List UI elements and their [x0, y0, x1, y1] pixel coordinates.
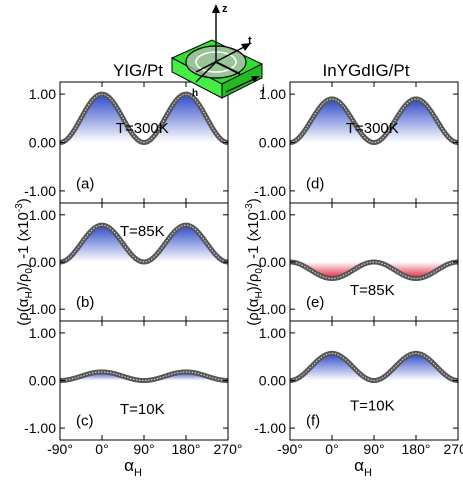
h-axis [195, 61, 217, 83]
panel-f: 1.00 0.00 -1.00 (f) T=10K [254, 320, 460, 441]
temperature-annotation: T=85K [350, 282, 395, 299]
temperature-annotation: T=10K [350, 397, 395, 414]
x-tick-label: 90° [133, 441, 154, 457]
y-tick-label: 0.00 [259, 135, 286, 151]
geometry-inset: z t h j [170, 3, 265, 99]
data-curve-highlight [289, 352, 459, 382]
y-tick-label: 1.00 [259, 325, 286, 341]
x-axis-label-right: αH [354, 456, 372, 479]
t-arrowhead [241, 43, 251, 51]
x-tick-label: 180° [172, 441, 201, 457]
data-fill [290, 262, 458, 279]
x-tick-label: 270° [444, 441, 463, 457]
panel-label: (e) [306, 294, 324, 311]
current-vector [225, 77, 257, 93]
current-arrowhead [251, 76, 260, 82]
y-tick-label: 1.00 [259, 86, 286, 102]
panel-label: (d) [306, 175, 324, 192]
y-tick-label: -1.00 [24, 420, 56, 436]
panel-b: 1.00 0.00 -1.00 (b) T=85K [24, 202, 230, 322]
x-tick-label: 180° [402, 441, 431, 457]
y-axis-label-left: (ρ(αH)/ρ0) -1 (x10-3) [14, 198, 35, 325]
t-axis [195, 45, 247, 73]
inset-label-t: t [248, 35, 252, 47]
temperature-annotation: T=10K [120, 401, 165, 418]
y-tick-label: 1.00 [29, 207, 56, 223]
y-axis-label-right: (ρ(αH)/ρ0) -1 (x10-3) [244, 198, 265, 325]
column-title-left: YIG/Pt [113, 61, 163, 80]
inset-label-z: z [222, 3, 228, 15]
data-fill [290, 98, 458, 143]
panel-label: (f) [306, 413, 320, 430]
data-curve [58, 369, 230, 383]
y-tick-label: 0.00 [29, 373, 56, 389]
y-tick-label: 0.00 [259, 373, 286, 389]
z-arrowhead [212, 4, 220, 13]
panel-e: 1.00 0.00 -1.00 (e) T=85K [254, 202, 460, 322]
panel-label: (a) [76, 175, 94, 192]
temperature-annotation: T=85K [120, 223, 165, 240]
data-curve-highlight [59, 93, 229, 144]
panel-a: 1.00 0.00 -1.00 (a) T=300K [24, 81, 230, 204]
x-tick-label: 0° [95, 441, 108, 457]
y-tick-label: -1.00 [254, 420, 286, 436]
data-fill [60, 94, 228, 143]
x-tick-label: 0° [325, 441, 338, 457]
column-title-right: InYGdIG/Pt [323, 61, 410, 80]
panel-label: (b) [76, 294, 94, 311]
y-tick-label: 1.00 [29, 86, 56, 102]
x-axis-label-left: αH [124, 456, 142, 479]
y-tick-label: -1.00 [24, 301, 56, 317]
temperature-annotation: T=300K [346, 120, 399, 137]
data-fill [60, 225, 228, 262]
y-tick-label: 0.00 [259, 254, 286, 270]
y-tick-label: -1.00 [254, 183, 286, 199]
y-tick-label: 0.00 [29, 254, 56, 270]
y-tick-label: -1.00 [254, 301, 286, 317]
y-tick-label: -1.00 [24, 183, 56, 199]
data-fill [290, 353, 458, 381]
inset-label-h: h [192, 88, 198, 99]
panel-d: 1.00 0.00 -1.00 (d) T=300K [254, 81, 460, 204]
temperature-annotation: T=300K [116, 120, 169, 137]
y-tick-label: 1.00 [259, 207, 286, 223]
panels: 1.00 0.00 -1.00 (a) T=300K 1.00 0.00 -1.00 (b) T=… [24, 81, 463, 457]
y-tick-label: 1.00 [29, 325, 56, 341]
data-curve-highlight [289, 261, 459, 280]
field-vector [215, 61, 241, 75]
x-tick-label: -90° [47, 441, 73, 457]
data-curve [288, 96, 460, 145]
data-curve-highlight [59, 224, 229, 263]
x-tick-label: 270° [214, 441, 243, 457]
y-tick-label: 0.00 [29, 135, 56, 151]
x-tick-label: -90° [277, 441, 303, 457]
panel-label: (c) [76, 413, 94, 430]
x-tick-label: 90° [363, 441, 384, 457]
panel-c: 1.00 0.00 -1.00 (c) T=10K [24, 320, 230, 441]
inset-label-j: j [261, 84, 265, 95]
